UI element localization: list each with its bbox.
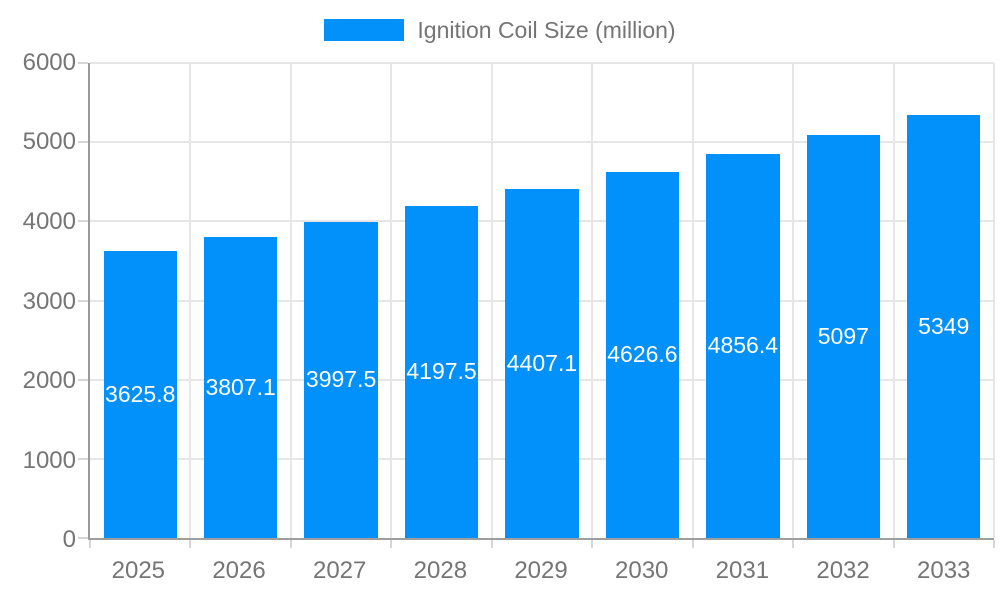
y-tick (78, 141, 88, 144)
y-axis-tick-label: 1000 (22, 446, 76, 474)
plot-area: 3625.8 3807.1 3997.5 4197.5 4407.1 4626.6 4856… (78, 62, 995, 548)
y-tick (78, 378, 88, 381)
bar-value-label: 4626.6 (607, 341, 678, 368)
v-gridline (390, 63, 393, 538)
bar-value-label: 5097 (817, 322, 869, 349)
x-axis-tick-label: 2031 (715, 557, 770, 584)
y-tick (78, 62, 88, 64)
x-axis-tick-label: 2028 (413, 557, 468, 584)
v-gridline (792, 63, 795, 538)
bar-2027[interactable]: 3997.5 (304, 221, 378, 538)
y-axis-tick-label: 5000 (22, 128, 76, 156)
bar-band-2030: 4626.6 (592, 63, 692, 538)
bar-2029[interactable]: 4407.1 (505, 189, 579, 538)
y-axis-tick-label: 6000 (22, 49, 76, 76)
x-axis-tick-label: 2029 (514, 557, 568, 584)
bar-value-label: 3625.8 (105, 380, 176, 407)
y-axis-labels: 0 1000 2000 3000 4000 5000 6000 (0, 49, 76, 553)
bar-value-label: 5349 (918, 312, 970, 339)
bar-2032[interactable]: 5097 (806, 134, 880, 538)
bar-2025[interactable]: 3625.8 (103, 250, 177, 538)
bar-2026[interactable]: 3807.1 (204, 236, 278, 538)
y-tick (78, 299, 88, 302)
x-tick (993, 540, 995, 548)
x-tick (792, 540, 795, 548)
v-gridline (189, 63, 192, 538)
bar-band-2026: 3807.1 (190, 63, 290, 538)
bar-value-label: 4197.5 (406, 358, 477, 385)
y-axis-tick-label: 0 (62, 526, 76, 553)
y-tick (78, 537, 88, 539)
bar-value-label: 4856.4 (707, 332, 779, 359)
legend-label: Ignition Coil Size (million) (417, 16, 676, 43)
x-axis-tick-label: 2025 (111, 557, 166, 584)
v-gridline (993, 63, 995, 538)
y-axis-tick-label: 3000 (22, 287, 76, 315)
bar-2033[interactable]: 5349 (907, 114, 981, 538)
v-gridline (591, 63, 594, 538)
y-axis-tick-label: 2000 (22, 366, 76, 394)
x-axis-tick-label: 2033 (917, 557, 971, 584)
bar-value-label: 3997.5 (305, 366, 377, 393)
x-tick (289, 540, 292, 548)
bar-band-2033: 5349 (894, 63, 994, 538)
x-tick (89, 540, 91, 548)
bar-value-label: 4407.1 (506, 350, 578, 377)
bar-band-2025: 3625.8 (90, 63, 190, 538)
bar-band-2028: 4197.5 (391, 63, 491, 538)
y-tick (78, 220, 88, 223)
x-axis-tick-label: 2032 (816, 557, 870, 584)
x-tick (892, 540, 895, 548)
bar-2028[interactable]: 4197.5 (404, 205, 479, 538)
v-gridline (490, 63, 493, 538)
bar-value-label: 3807.1 (205, 373, 276, 400)
legend-swatch-icon (324, 19, 405, 41)
bar-band-2031: 4856.4 (693, 63, 793, 538)
x-tick (591, 540, 594, 548)
bar-band-2029: 4407.1 (492, 63, 592, 538)
bar-band-2032: 5097 (793, 63, 893, 538)
x-axis-tick-label: 2030 (615, 557, 669, 584)
bar-band-2027: 3997.5 (291, 63, 391, 538)
v-gridline (289, 63, 292, 538)
bar-2031[interactable]: 4856.4 (706, 153, 780, 538)
v-gridline (892, 63, 895, 538)
v-gridline (691, 63, 694, 538)
x-axis-tick-label: 2026 (212, 557, 266, 584)
bar-2030[interactable]: 4626.6 (605, 171, 680, 538)
y-tick (78, 457, 88, 460)
x-tick (691, 540, 694, 548)
x-axis-tick-label: 2027 (312, 557, 367, 584)
x-tick (189, 540, 192, 548)
x-axis-labels: 2025 2026 2027 2028 2029 2030 2031 2032 2033 (88, 557, 994, 585)
h-gridline (90, 141, 994, 144)
x-tick (390, 540, 393, 548)
h-gridline (90, 62, 994, 64)
y-axis-tick-label: 4000 (22, 207, 76, 235)
legend[interactable]: Ignition Coil Size (million) (0, 17, 1000, 43)
x-tick (490, 540, 493, 548)
